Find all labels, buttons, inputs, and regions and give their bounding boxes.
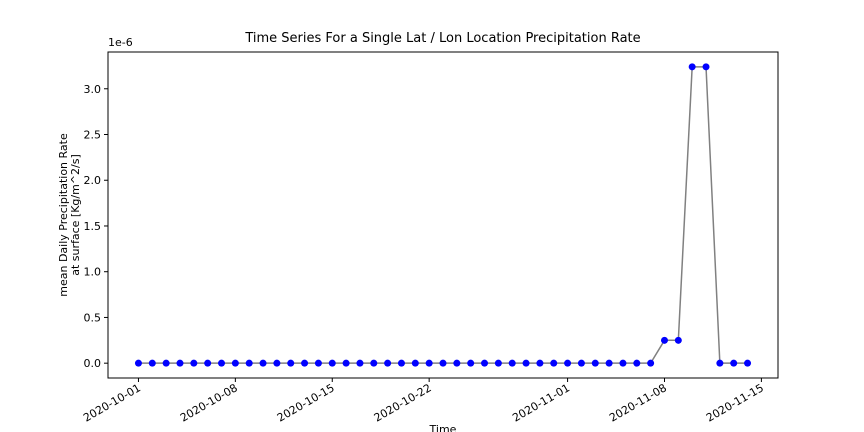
- data-point: [508, 359, 516, 367]
- data-point: [674, 336, 682, 344]
- y-axis-label-line: mean Daily Precipitation Rate: [57, 133, 70, 297]
- data-point: [605, 359, 613, 367]
- data-point: [204, 359, 212, 367]
- data-point: [591, 359, 599, 367]
- x-tick-label: 2020-10-22: [372, 381, 434, 424]
- data-point: [702, 63, 710, 71]
- data-point: [190, 359, 198, 367]
- y-axis-label: mean Daily Precipitation Rateat surface …: [57, 133, 82, 297]
- data-point: [411, 359, 419, 367]
- data-point: [287, 359, 295, 367]
- data-point: [273, 359, 281, 367]
- data-point: [134, 359, 142, 367]
- data-point: [660, 336, 668, 344]
- data-point: [245, 359, 253, 367]
- x-tick-label: 2020-11-01: [510, 381, 572, 424]
- data-point: [231, 359, 239, 367]
- data-point: [716, 359, 724, 367]
- x-tick-label: 2020-10-01: [81, 381, 143, 424]
- y-tick-label: 0.0: [84, 357, 102, 370]
- x-tick-label: 2020-10-15: [275, 381, 337, 424]
- y-offset-label: 1e-6: [108, 36, 133, 49]
- chart-title: Time Series For a Single Lat / Lon Locat…: [244, 31, 640, 46]
- data-point: [467, 359, 475, 367]
- data-point: [522, 359, 530, 367]
- data-point: [439, 359, 447, 367]
- data-point: [176, 359, 184, 367]
- data-point: [384, 359, 392, 367]
- data-point: [148, 359, 156, 367]
- data-point: [453, 359, 461, 367]
- data-point: [494, 359, 502, 367]
- data-point: [162, 359, 170, 367]
- data-point: [218, 359, 226, 367]
- data-point: [397, 359, 405, 367]
- data-point: [536, 359, 544, 367]
- x-tick-label: 2020-11-08: [607, 381, 669, 424]
- y-tick-label: 2.0: [84, 174, 102, 187]
- data-point: [619, 359, 627, 367]
- x-tick-label: 2020-10-08: [178, 381, 240, 424]
- y-tick-label: 2.5: [84, 129, 102, 142]
- data-point: [633, 359, 641, 367]
- data-point: [370, 359, 378, 367]
- data-point: [356, 359, 364, 367]
- data-point: [550, 359, 558, 367]
- data-point: [564, 359, 572, 367]
- plot-frame: [107, 51, 779, 379]
- data-point: [328, 359, 336, 367]
- y-tick-label: 3.0: [84, 83, 102, 96]
- data-point: [730, 359, 738, 367]
- y-axis-label-line: at surface [Kg/m^2/s]: [69, 154, 82, 276]
- data-point: [744, 359, 752, 367]
- data-point: [301, 359, 309, 367]
- y-tick-label: 0.5: [84, 311, 102, 324]
- x-axis-label: Time: [429, 423, 457, 432]
- data-point: [577, 359, 585, 367]
- data-point: [425, 359, 433, 367]
- x-tick-label: 2020-11-15: [704, 381, 766, 424]
- data-point: [688, 63, 696, 71]
- data-point: [342, 359, 350, 367]
- data-point: [259, 359, 267, 367]
- data-point: [314, 359, 322, 367]
- data-point: [647, 359, 655, 367]
- y-tick-label: 1.0: [84, 266, 102, 279]
- data-point: [481, 359, 489, 367]
- y-tick-label: 1.5: [84, 220, 102, 233]
- series-line: [138, 66, 748, 364]
